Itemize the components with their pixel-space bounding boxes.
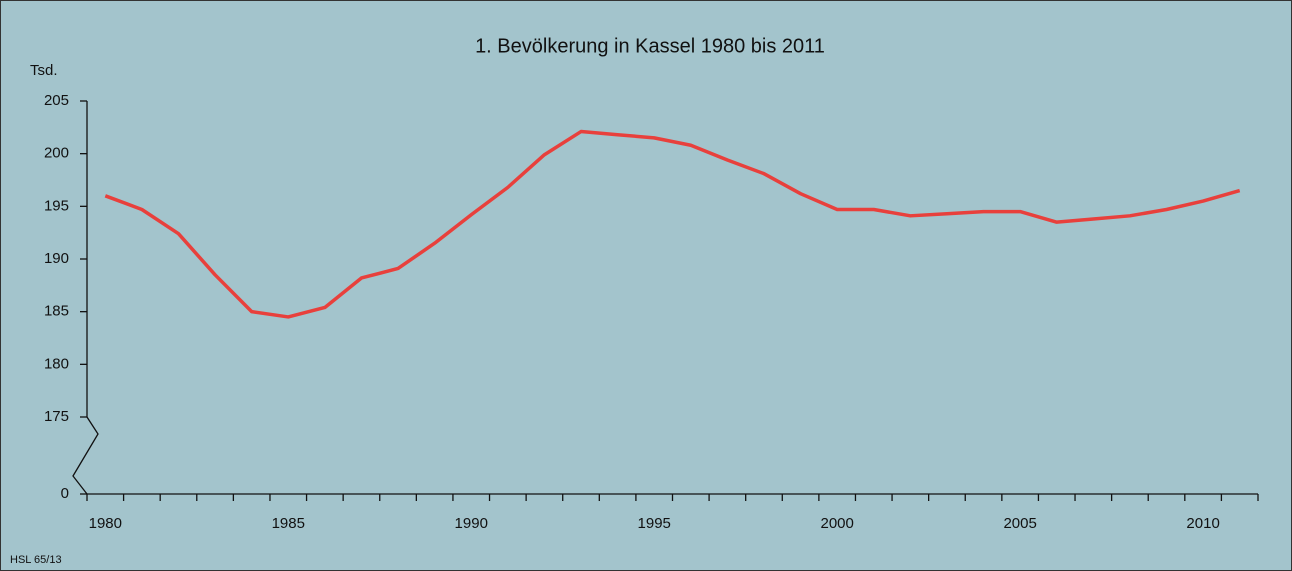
x-tick-label: 2005 bbox=[1003, 515, 1036, 532]
x-tick-label: 1990 bbox=[455, 515, 488, 532]
y-tick-label: 200 bbox=[44, 145, 69, 162]
y-tick-label: 190 bbox=[44, 250, 69, 267]
y-tick-label: 195 bbox=[44, 197, 69, 214]
y-tick-label: 0 bbox=[61, 485, 69, 502]
y-tick-label: 180 bbox=[44, 355, 69, 372]
x-tick-label: 2010 bbox=[1186, 515, 1219, 532]
y-unit: Tsd. bbox=[30, 62, 58, 79]
y-tick-label: 175 bbox=[44, 408, 69, 425]
y-tick-label: 185 bbox=[44, 303, 69, 320]
x-tick-label: 1985 bbox=[272, 515, 305, 532]
x-tick-label: 1995 bbox=[638, 515, 671, 532]
x-tick-label: 2000 bbox=[820, 515, 853, 532]
chart-title: 1. Bevölkerung in Kassel 1980 bis 2011 bbox=[475, 35, 825, 57]
source: HSL 65/13 bbox=[10, 554, 62, 566]
data-line bbox=[104, 129, 1241, 319]
y-tick-label: 205 bbox=[44, 92, 69, 109]
x-tick-label: 1980 bbox=[89, 515, 122, 532]
